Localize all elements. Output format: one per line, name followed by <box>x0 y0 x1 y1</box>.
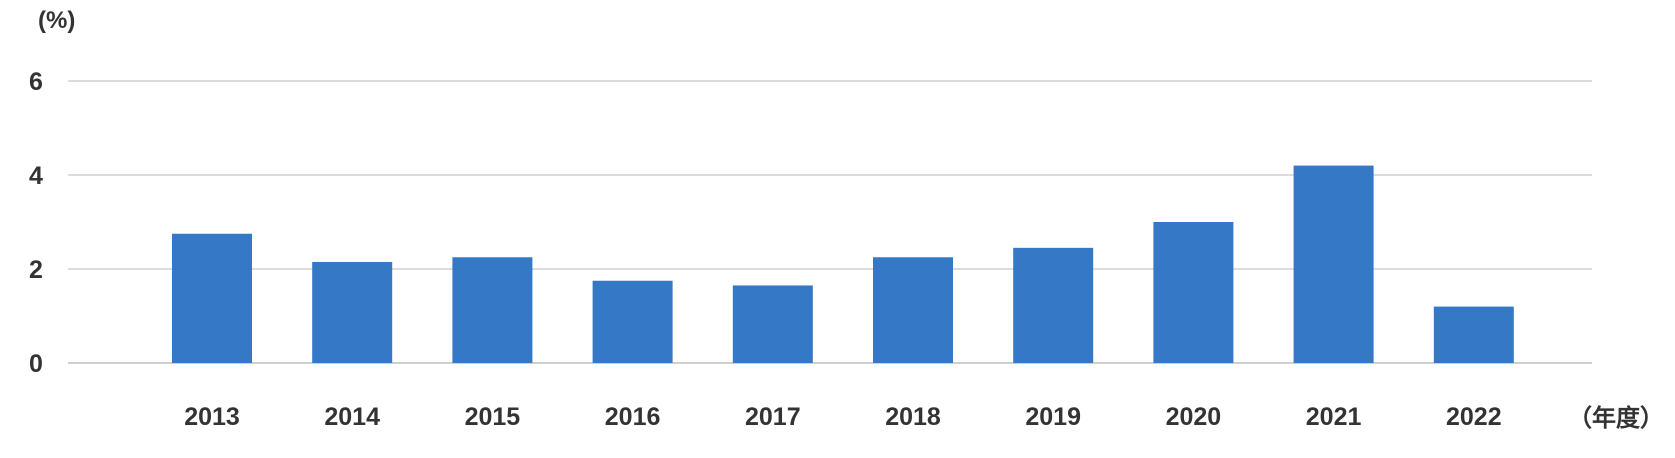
y-tick-label: 0 <box>29 350 43 378</box>
y-axis-ticks: 0 2 4 6 <box>29 68 43 378</box>
y-tick-label: 2 <box>29 256 43 284</box>
x-unit-label: （年度） <box>1568 404 1664 432</box>
bar-2016 <box>592 280 673 363</box>
bars <box>172 165 1514 363</box>
bar-2013 <box>172 233 252 363</box>
x-axis-ticks: 2013 2014 2015 2016 2017 2018 2019 2020 2021 2022 <box>184 403 1501 431</box>
y-tick-label: 6 <box>29 68 43 96</box>
x-tick-label: 2013 <box>184 403 240 431</box>
bar-2019 <box>1013 247 1094 363</box>
bar-2017 <box>732 285 813 363</box>
bar-2021 <box>1293 165 1374 363</box>
x-tick-label: 2019 <box>1025 403 1081 431</box>
x-tick-label: 2017 <box>745 403 801 431</box>
y-unit-label: (%) <box>38 7 75 34</box>
bar-2015 <box>452 257 533 363</box>
x-tick-label: 2014 <box>324 403 380 431</box>
x-tick-label: 2021 <box>1306 403 1362 431</box>
x-tick-label: 2015 <box>465 403 521 431</box>
bar-2020 <box>1153 222 1234 363</box>
bar-2022 <box>1433 306 1514 363</box>
x-tick-label: 2018 <box>885 403 941 431</box>
x-tick-label: 2016 <box>605 403 661 431</box>
bar-2014 <box>312 261 393 363</box>
x-tick-label: 2020 <box>1166 403 1222 431</box>
bar-2018 <box>873 257 953 363</box>
x-tick-label: 2022 <box>1446 403 1502 431</box>
y-tick-label: 4 <box>29 162 43 190</box>
